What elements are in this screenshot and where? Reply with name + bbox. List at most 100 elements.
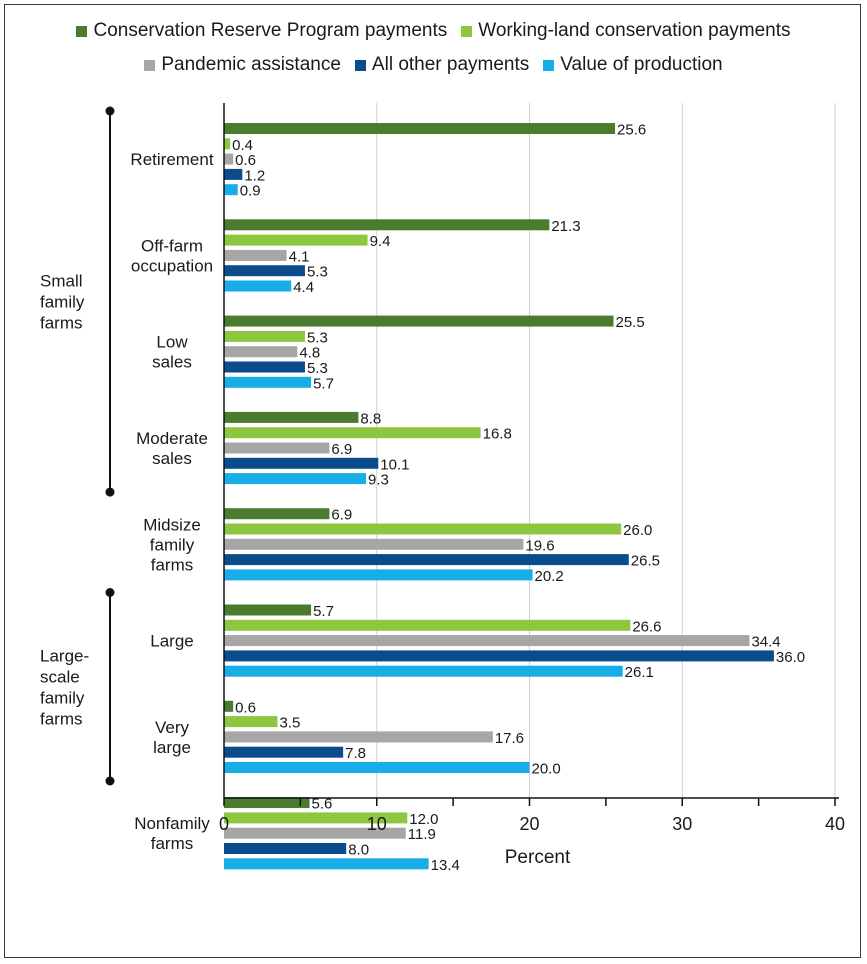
group-label-1-2: family bbox=[40, 688, 85, 707]
bar-4-1 bbox=[224, 523, 622, 535]
group-label-1-3: farms bbox=[40, 709, 83, 728]
category-label-3-1: sales bbox=[152, 449, 192, 468]
bar-value-label-0-4: 0.9 bbox=[240, 183, 261, 200]
bar-4-2 bbox=[224, 538, 524, 550]
bar-value-label-6-4: 20.0 bbox=[532, 761, 561, 778]
bar-3-3 bbox=[224, 457, 379, 469]
group-label-0-1: family bbox=[40, 293, 85, 312]
bar-value-label-2-3: 5.3 bbox=[307, 360, 328, 377]
bar-2-0 bbox=[224, 315, 614, 327]
bar-value-label-4-0: 6.9 bbox=[331, 507, 352, 524]
bar-value-label-4-4: 20.2 bbox=[535, 568, 564, 585]
chart-frame bbox=[4, 4, 861, 958]
bar-value-label-6-2: 17.6 bbox=[495, 730, 524, 747]
category-label-3-0: Moderate bbox=[136, 429, 208, 448]
legend-swatch-pandemic bbox=[144, 59, 156, 71]
legend-label-all-other: All other payments bbox=[371, 54, 530, 75]
bar-value-label-5-3: 36.0 bbox=[776, 649, 805, 666]
group-label-0-2: farms bbox=[40, 314, 83, 333]
legend-item-crp: Conservation Reserve Program payments bbox=[76, 20, 447, 42]
bar-2-2 bbox=[224, 346, 298, 358]
bar-7-1 bbox=[224, 812, 408, 824]
legend-item-working-land: Working-land conservation payments bbox=[461, 20, 791, 42]
bar-0-1 bbox=[224, 138, 231, 150]
bar-4-0 bbox=[224, 508, 330, 520]
legend-item-pandemic: Pandemic assistance bbox=[144, 54, 341, 76]
category-label-4-2: farms bbox=[151, 555, 194, 574]
bar-7-0 bbox=[224, 797, 310, 809]
legend-row-1: Conservation Reserve Program payments Wo… bbox=[0, 20, 867, 42]
bar-value-label-3-1: 16.8 bbox=[483, 426, 512, 443]
bar-value-label-0-3: 1.2 bbox=[244, 167, 265, 184]
category-label-2-1: sales bbox=[152, 353, 192, 372]
category-label-4-1: family bbox=[150, 535, 195, 554]
bar-0-0 bbox=[224, 123, 616, 134]
bar-6-1 bbox=[224, 716, 278, 728]
bar-6-2 bbox=[224, 731, 493, 743]
x-tick-label-10: 10 bbox=[367, 814, 387, 834]
bar-value-label-5-0: 5.7 bbox=[313, 603, 334, 620]
legend-swatch-value-of-production bbox=[543, 59, 555, 71]
bar-3-4 bbox=[224, 473, 367, 485]
group-label-1-0: Large- bbox=[40, 646, 89, 665]
bar-4-4 bbox=[224, 569, 533, 581]
bar-7-3 bbox=[224, 843, 347, 854]
bar-1-2 bbox=[224, 249, 287, 261]
category-label-1-1: occupation bbox=[131, 256, 213, 275]
bar-value-label-3-0: 8.8 bbox=[360, 410, 381, 427]
bar-value-label-7-4: 13.4 bbox=[431, 857, 460, 874]
bar-value-label-3-3: 10.1 bbox=[380, 456, 409, 473]
group-bracket-dot-top-1 bbox=[105, 588, 115, 597]
bar-value-label-2-2: 4.8 bbox=[299, 345, 320, 362]
category-label-0-0: Retirement bbox=[130, 150, 213, 169]
bar-value-label-2-0: 25.5 bbox=[616, 314, 645, 331]
bar-1-3 bbox=[224, 265, 305, 277]
bar-7-2 bbox=[224, 827, 406, 839]
bar-value-label-7-1: 12.0 bbox=[409, 811, 438, 828]
bar-2-1 bbox=[224, 330, 305, 342]
x-tick-label-20: 20 bbox=[519, 814, 539, 834]
group-bracket-dot-bottom-1 bbox=[105, 776, 115, 786]
legend-swatch-working-land bbox=[461, 25, 473, 37]
category-label-1-0: Off-farm bbox=[141, 236, 203, 255]
bar-value-label-4-3: 26.5 bbox=[631, 553, 660, 570]
bar-6-3 bbox=[224, 746, 344, 758]
legend-item-all-other: All other payments bbox=[354, 54, 530, 76]
bar-value-label-5-1: 26.6 bbox=[632, 618, 661, 635]
bar-4-3 bbox=[224, 554, 629, 566]
bar-3-1 bbox=[224, 427, 481, 439]
category-label-6-1: large bbox=[153, 738, 191, 757]
x-tick-label-40: 40 bbox=[825, 814, 845, 834]
bar-2-4 bbox=[224, 376, 312, 388]
bar-6-0 bbox=[224, 700, 234, 712]
category-label-6-0: Very bbox=[155, 718, 190, 737]
bar-value-label-0-1: 0.4 bbox=[232, 137, 253, 154]
category-label-7-1: farms bbox=[151, 834, 194, 853]
x-tick-label-30: 30 bbox=[672, 814, 692, 834]
bar-value-label-6-3: 7.8 bbox=[345, 745, 366, 762]
category-label-2-0: Low bbox=[156, 333, 188, 352]
bar-value-label-2-4: 5.7 bbox=[313, 375, 334, 392]
bar-value-label-1-3: 5.3 bbox=[307, 264, 328, 281]
bar-1-0 bbox=[224, 219, 550, 231]
bar-value-label-1-2: 4.1 bbox=[289, 248, 310, 265]
bar-value-label-5-4: 26.1 bbox=[625, 664, 654, 681]
x-axis-title: Percent bbox=[505, 847, 571, 868]
legend-row-2: Pandemic assistance All other payments V… bbox=[0, 54, 867, 76]
bar-value-label-2-1: 5.3 bbox=[307, 329, 328, 346]
bar-2-3 bbox=[224, 361, 305, 373]
category-label-5-0: Large bbox=[150, 632, 193, 651]
bar-3-2 bbox=[224, 442, 330, 454]
bar-0-4 bbox=[224, 184, 238, 196]
group-label-1-1: scale bbox=[40, 667, 80, 686]
category-label-7-0: Nonfamily bbox=[134, 814, 210, 833]
legend-label-pandemic: Pandemic assistance bbox=[161, 54, 341, 75]
bar-0-2 bbox=[224, 153, 234, 165]
bar-value-label-4-2: 19.6 bbox=[525, 537, 554, 554]
bar-5-2 bbox=[224, 635, 750, 647]
bar-1-1 bbox=[224, 234, 368, 246]
bar-value-label-5-2: 34.4 bbox=[751, 634, 780, 651]
bar-5-3 bbox=[224, 650, 774, 662]
group-bracket-dot-bottom-0 bbox=[105, 487, 115, 497]
